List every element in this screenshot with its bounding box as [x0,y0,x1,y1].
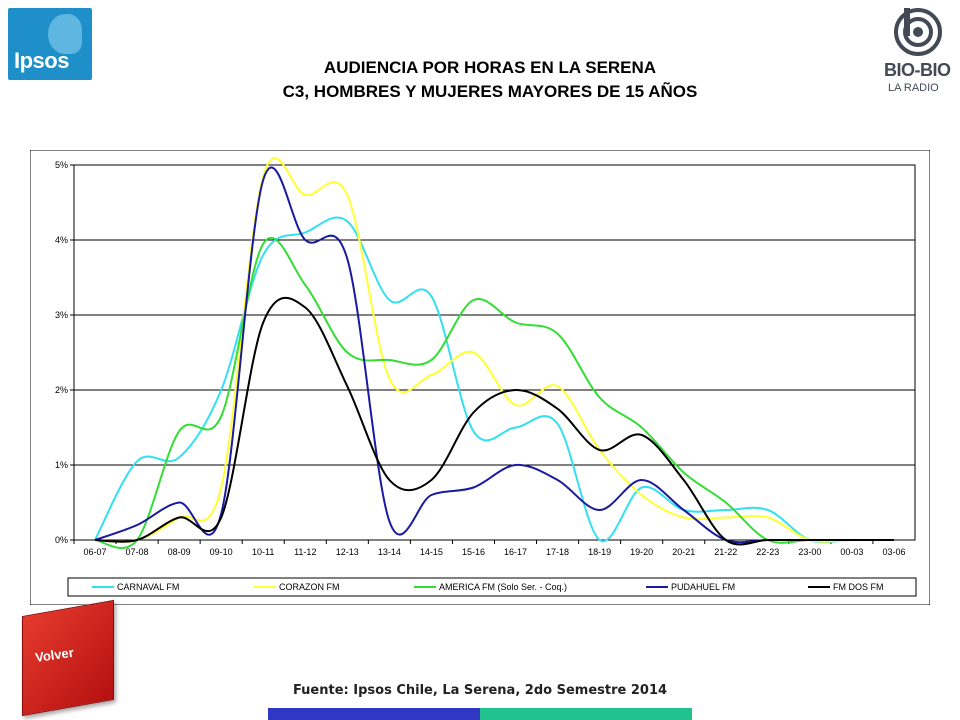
x-tick-label: 10-11 [252,547,274,557]
legend-label-4: FM DOS FM [833,582,884,592]
x-tick-label: 11-12 [294,547,316,557]
legend-label-0: CARNAVAL FM [117,582,179,592]
x-tick-label: 18-19 [588,547,611,557]
y-tick-label: 2% [55,385,68,395]
x-tick-label: 23-00 [798,547,821,557]
x-tick-label: 06-07 [84,547,107,557]
chart-frame [30,150,930,605]
ipsos-logo: Ipsos [8,8,92,80]
head-silhouette-icon [48,14,82,54]
x-tick-label: 20-21 [672,547,695,557]
source-note: Fuente: Ipsos Chile, La Serena, 2do Seme… [292,683,668,698]
series-line-3 [94,166,894,544]
series-line-2 [94,236,894,549]
chart-title: AUDIENCIA POR HORAS EN LA SERENA [323,58,657,77]
x-tick-label: 03-06 [882,547,905,557]
volver-button-label: Volver [34,644,75,666]
series-line-4 [94,296,894,546]
x-tick-label: 17-18 [546,547,569,557]
footer-bar-blue [268,708,480,720]
legend-label-3: PUDAHUEL FM [671,582,735,592]
x-tick-label: 16-17 [504,547,527,557]
y-tick-label: 0% [55,535,68,545]
y-tick-label: 4% [55,235,68,245]
legend-box [67,577,917,597]
biobio-logo-subtext: LA RADIO [888,82,939,94]
y-tick-label: 1% [55,460,68,470]
x-tick-label: 15-16 [462,547,485,557]
legend-label-1: CORAZON FM [279,582,340,592]
y-tick-label: 5% [55,160,68,170]
x-tick-label: 14-15 [420,547,443,557]
legend-label-2: AMERICA FM (Solo Ser. - Coq.) [439,582,567,592]
x-tick-label: 22-23 [756,547,779,557]
x-tick-label: 00-03 [840,547,863,557]
x-tick-label: 12-13 [336,547,359,557]
series-line-1 [94,157,894,543]
ipsos-logo-text: Ipsos [14,48,69,73]
chart-subtitle: C3, HOMBRES Y MUJERES MAYORES DE 15 AÑOS [282,82,698,101]
biobio-logo: BIO-BIO LA RADIO [880,6,956,98]
audience-line-chart: 0% 1% 2% 3% 4% 5% 06-07 07-08 08-09 09-10 10-11 11… [30,150,930,605]
volver-button[interactable]: Volver [22,599,114,717]
x-tick-label: 08-09 [168,547,191,557]
x-tick-label: 21-22 [714,547,737,557]
series-line-0 [94,216,894,544]
y-tick-label: 3% [55,310,68,320]
x-tick-label: 09-10 [210,547,233,557]
biobio-logo-text: BIO-BIO [884,60,951,80]
x-tick-label: 07-08 [126,547,149,557]
x-tick-label: 13-14 [378,547,401,557]
radio-wave-icon [894,8,942,56]
footer-bar-green [480,708,692,720]
x-tick-label: 19-20 [630,547,653,557]
